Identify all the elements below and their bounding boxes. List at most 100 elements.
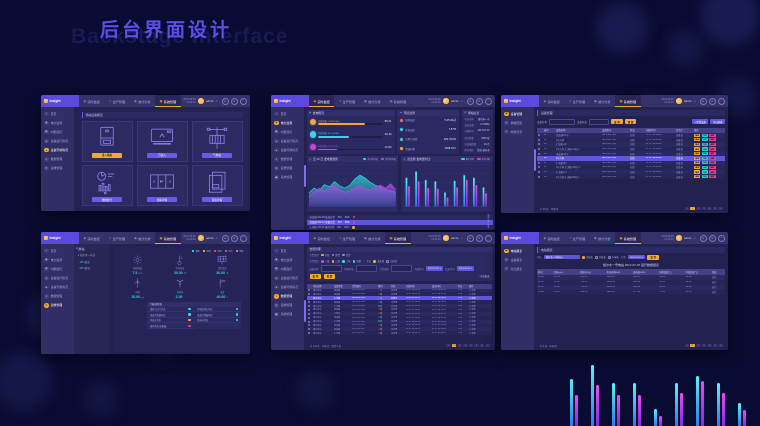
nav-icon-button[interactable]: ⚙ bbox=[230, 97, 238, 105]
nav-icon-button[interactable]: ☼ bbox=[484, 97, 492, 105]
sidebar-item[interactable]: ⌂ 首页 bbox=[271, 247, 304, 256]
reset-button[interactable]: 重 置 bbox=[624, 119, 637, 125]
nav-tab[interactable]: ✦ 生产管理 bbox=[104, 95, 129, 107]
table-row[interactable]: 06 1号方阵 NB-1500-(V2) 在线 07-07 12:00:00 运维员 … bbox=[537, 155, 725, 161]
handle-action[interactable]: ☑ 处理 bbox=[469, 328, 476, 331]
sidebar-item[interactable]: ▲ 设备异常情况 bbox=[271, 146, 304, 155]
page-button[interactable]: 5 bbox=[474, 343, 479, 348]
card-button[interactable]: 组串详情 bbox=[147, 197, 177, 202]
row-menu-icon[interactable]: ≣ bbox=[487, 220, 490, 224]
alarm-table-row[interactable]: 格尔木站 气象站 20170707007 二级 未处理 07-07 07:41:12 … bbox=[307, 311, 492, 316]
page-button[interactable]: » bbox=[718, 343, 723, 348]
card-button[interactable]: 已接入 bbox=[147, 152, 177, 158]
edit-badge[interactable]: 编辑 bbox=[694, 138, 701, 142]
delete-badge[interactable]: 删除 bbox=[709, 175, 716, 179]
board-card[interactable]: 已接入 bbox=[136, 120, 188, 162]
card-button[interactable]: 进入场站 bbox=[92, 152, 122, 158]
export-link[interactable]: ↓ 导出报表 bbox=[478, 276, 490, 279]
handle-action[interactable]: ☑ 处理 bbox=[469, 317, 476, 320]
sidebar-item[interactable]: ◎ 设备运行情况 bbox=[271, 274, 304, 283]
legend-item[interactable]: 温度 bbox=[202, 249, 211, 253]
edit-badge[interactable]: 编辑 bbox=[694, 133, 701, 137]
tree-item[interactable]: · 2#气象站 bbox=[78, 267, 90, 271]
page-button[interactable]: 5 bbox=[712, 343, 718, 348]
page-button[interactable]: 5 bbox=[712, 206, 718, 211]
handle-action[interactable]: ☑ 处理 bbox=[469, 305, 476, 308]
nav-tab[interactable]: ▦ 系统管理 bbox=[155, 232, 181, 244]
sidebar-item[interactable]: ▦ 内部监控 bbox=[41, 128, 74, 137]
row-checkbox[interactable] bbox=[308, 308, 310, 311]
row-menu-icon[interactable]: ≣ bbox=[487, 215, 490, 219]
nav-tab[interactable]: ▣ 统计分析 bbox=[130, 232, 156, 244]
delete-badge[interactable]: 删除 bbox=[709, 133, 716, 137]
legend-item[interactable]: 辐射 bbox=[191, 249, 200, 253]
sidebar-item[interactable]: ◉ 电力监测 bbox=[41, 119, 74, 128]
detail-badge[interactable]: 详情 bbox=[701, 142, 708, 147]
nav-tab[interactable]: ◉ 实时监控 bbox=[79, 95, 104, 107]
sidebar-item[interactable]: ◎ 设备运行情况 bbox=[271, 137, 304, 146]
start-date-picker[interactable]: 2017-07-01 ▾ bbox=[426, 266, 443, 271]
page-button[interactable]: 2 bbox=[457, 343, 463, 348]
report-row[interactable]: 10:00 10.45 655.00 1800.00 352.00 35.00 28.… bbox=[537, 274, 725, 280]
add-device-button[interactable]: + 新增设备 bbox=[691, 119, 709, 125]
end-date-picker[interactable]: 2017-07-07 ▾ bbox=[456, 266, 474, 271]
legend-item[interactable]: 湿度 bbox=[235, 249, 244, 253]
nav-icon-button[interactable]: ⚙ bbox=[475, 234, 483, 242]
nav-tab[interactable]: ▦ 系统管理 bbox=[155, 95, 181, 107]
detail-badge[interactable]: 详情 bbox=[701, 161, 708, 165]
sidebar-item[interactable]: ▣ 系统管理 bbox=[271, 310, 304, 319]
nav-icon-button[interactable]: ☼ bbox=[717, 234, 725, 242]
delete-badge[interactable]: 删除 bbox=[709, 161, 716, 165]
chevron-down-icon[interactable]: ▾ bbox=[216, 236, 218, 240]
row-menu-icon[interactable]: ≣ bbox=[487, 225, 490, 229]
detail-badge[interactable]: 详情 bbox=[701, 152, 708, 156]
row-checkbox[interactable] bbox=[308, 301, 310, 304]
alarm-table-row[interactable]: 格尔木站 汇流箱 20170707003 二级 处理中 07-07 07:05:20 … bbox=[307, 296, 492, 301]
radio-option[interactable]: 全部 bbox=[321, 253, 329, 257]
report-row[interactable]: 12:00 12.80 735.00 2100.00 402.00 38.00 30.… bbox=[537, 284, 725, 290]
row-checkbox[interactable] bbox=[308, 297, 310, 300]
edit-badge[interactable]: 编辑 bbox=[694, 161, 701, 165]
sidebar-item[interactable]: ⌂ 首页 bbox=[271, 110, 304, 119]
alarm-table-row[interactable]: 格尔木站 汇流箱 20170707012 二级 未处理 07-07 08:38:21 … bbox=[307, 331, 492, 336]
level-radio-option[interactable]: 二级 bbox=[331, 259, 340, 263]
nav-tab[interactable]: ✦ 生产管理 bbox=[104, 232, 129, 244]
app-logo[interactable]: insight bbox=[271, 232, 309, 244]
nav-icon-button[interactable]: ☼ bbox=[484, 234, 492, 242]
table-row[interactable]: 07 汇流箱-B1 NB-1500-(V2) 在线 07-07 12:00:00 运维… bbox=[537, 160, 725, 166]
status-radio-option[interactable]: 未处理 bbox=[373, 259, 384, 263]
handle-action[interactable]: ☑ 处理 bbox=[469, 297, 476, 300]
delete-badge[interactable]: 删除 bbox=[709, 142, 716, 147]
nav-tab[interactable]: ▦ 系统管理 bbox=[615, 232, 641, 244]
detail-badge[interactable]: 详情 bbox=[701, 138, 708, 142]
row-checkbox[interactable] bbox=[538, 161, 540, 164]
handle-action[interactable]: ☑ 处理 bbox=[469, 332, 476, 335]
status-input[interactable] bbox=[589, 118, 610, 126]
row-checkbox[interactable] bbox=[538, 157, 540, 160]
sidebar-item[interactable]: ✦ 数据管理 bbox=[41, 155, 74, 164]
sidebar-item[interactable]: ✦ 检修记录 bbox=[501, 128, 534, 137]
avatar[interactable] bbox=[443, 235, 449, 241]
page-button[interactable]: » bbox=[485, 343, 490, 348]
nav-icon-button[interactable]: ✉ bbox=[221, 97, 229, 105]
sidebar-item[interactable]: ⚙ 运维管理 bbox=[271, 301, 304, 310]
handle-action[interactable]: ☑ 处理 bbox=[469, 321, 476, 324]
avatar[interactable] bbox=[198, 98, 204, 104]
nav-tab[interactable]: ◉ 实时监控 bbox=[539, 95, 564, 107]
row-checkbox[interactable] bbox=[308, 312, 310, 315]
alarm-table-row[interactable]: 格尔木站 逆变器 20170707004 三级 未处理 07-07 07:18:05 … bbox=[307, 300, 492, 305]
row-checkbox[interactable] bbox=[308, 328, 310, 331]
report-type-radio[interactable]: 日报表 bbox=[582, 255, 593, 259]
query-button[interactable]: 查 询 bbox=[309, 273, 322, 279]
row-checkbox[interactable] bbox=[308, 305, 310, 308]
scroll-indicator[interactable] bbox=[534, 149, 536, 171]
alarm-table-row[interactable]: 格尔木站 逆变器 20170707002 二级 未处理 07-07 06:42:10 … bbox=[307, 292, 492, 297]
row-checkbox[interactable] bbox=[538, 134, 540, 137]
sidebar-item[interactable]: ◎ 设备运行情况 bbox=[41, 137, 74, 146]
avatar[interactable] bbox=[443, 98, 449, 104]
alarm-table-row[interactable]: 格尔木站 逆变器 20170707010 二级 未处理 07-07 08:15:08 … bbox=[307, 323, 492, 328]
app-logo[interactable]: insight bbox=[41, 95, 79, 107]
nav-icon-button[interactable]: ☼ bbox=[239, 97, 247, 105]
alarm-row[interactable]: 汇流箱 CB-03 通讯异常 961 82% ≣ bbox=[306, 224, 493, 230]
row-checkbox[interactable] bbox=[308, 289, 310, 292]
